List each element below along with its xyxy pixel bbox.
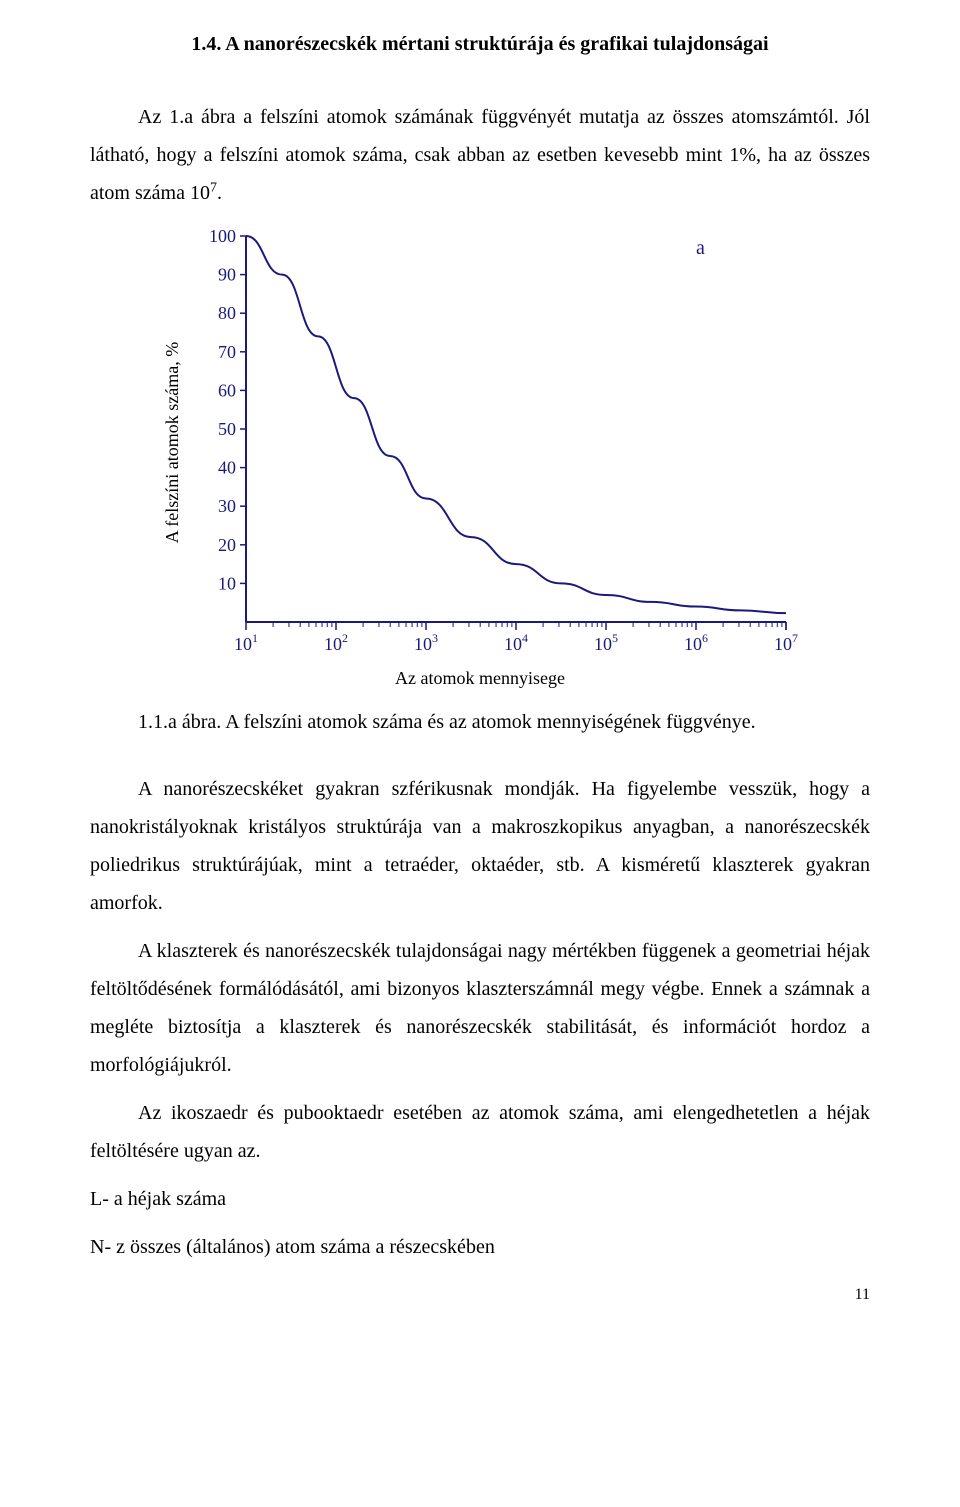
svg-text:105: 105 (594, 631, 618, 654)
svg-text:60: 60 (218, 380, 236, 400)
line-chart: 10 20 30 40 50 60 70 80 90 100 101 102 103 104 105 106 1… (186, 222, 800, 662)
section-title: 1.4. A nanorészecskék mértani struktúráj… (90, 30, 870, 58)
svg-text:30: 30 (218, 496, 236, 516)
intro-superscript: 7 (210, 180, 217, 195)
svg-text:104: 104 (504, 631, 528, 654)
svg-text:102: 102 (324, 631, 348, 654)
svg-text:70: 70 (218, 342, 236, 362)
chart-container: A felszíni atomok száma, % 10 20 30 40 50 60 7… (160, 222, 800, 689)
figure-caption: 1.1.a ábra. A felszíni atomok száma és a… (90, 711, 870, 734)
svg-text:50: 50 (218, 419, 236, 439)
page-number: 11 (90, 1286, 870, 1304)
svg-text:106: 106 (684, 631, 708, 654)
body-paragraph-3: A klaszterek és nanorészecskék tulajdons… (90, 932, 870, 1084)
intro-text-a: Az 1.a ábra a felszíni atomok számának f… (90, 106, 870, 204)
y-axis-label: A felszíni atomok száma, % (163, 341, 184, 542)
svg-text:80: 80 (218, 303, 236, 323)
body-paragraph-4: Az ikoszaedr és pubooktaedr esetében az … (90, 1094, 870, 1170)
list-line-1: L- a héjak száma (90, 1180, 870, 1218)
intro-text-b: . (217, 182, 222, 204)
svg-text:107: 107 (774, 631, 798, 654)
svg-text:101: 101 (234, 631, 258, 654)
intro-paragraph: Az 1.a ábra a felszíni atomok számának f… (90, 98, 870, 212)
list-line-2: N- z összes (általános) atom száma a rés… (90, 1228, 870, 1266)
svg-text:a: a (696, 237, 705, 259)
svg-text:20: 20 (218, 535, 236, 555)
svg-text:10: 10 (218, 573, 236, 593)
svg-text:40: 40 (218, 458, 236, 478)
svg-text:103: 103 (414, 631, 438, 654)
svg-text:90: 90 (218, 265, 236, 285)
body-paragraph-2: A nanorészecskéket gyakran szférikusnak … (90, 770, 870, 922)
svg-text:100: 100 (209, 226, 236, 246)
x-axis-label: Az atomok mennyisege (160, 668, 800, 689)
